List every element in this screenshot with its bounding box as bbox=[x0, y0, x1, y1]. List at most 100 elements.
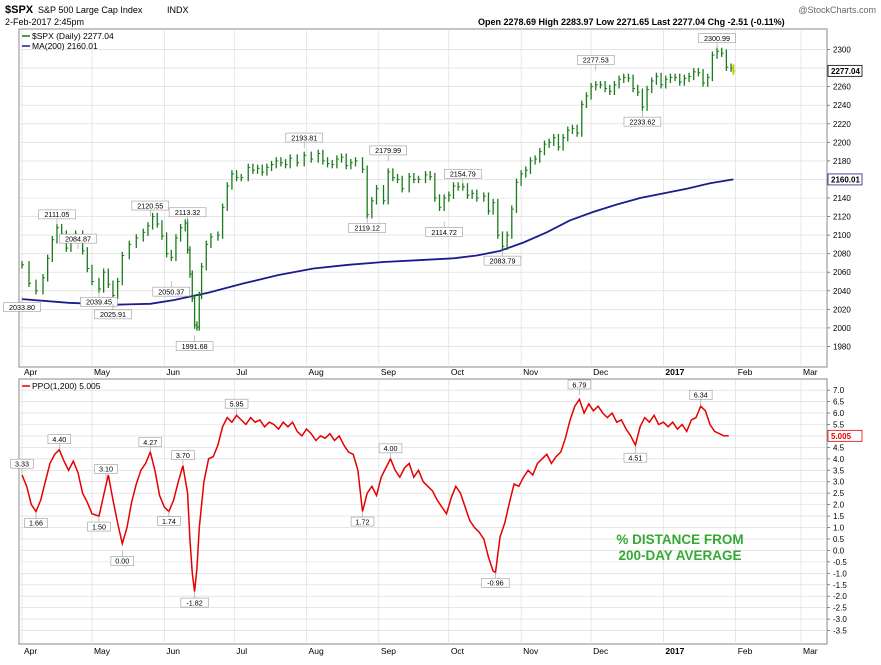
ppo-callout-label: 4.27 bbox=[143, 438, 157, 447]
ppo-y-tick-label: 2.5 bbox=[833, 489, 845, 498]
ppo-callout-box bbox=[94, 464, 118, 474]
ppo-grid bbox=[19, 379, 827, 644]
x-tick-label: Dec bbox=[593, 367, 609, 377]
x-tick-label: Jul bbox=[236, 367, 247, 377]
ppo-callout-label: 3.70 bbox=[176, 451, 190, 460]
price-y-tick-label: 2200 bbox=[833, 138, 851, 147]
ppo-callout-box bbox=[350, 516, 375, 527]
price-series bbox=[21, 47, 736, 331]
ppo-y-tick-label: 4.5 bbox=[833, 443, 845, 452]
ppo-callout-box bbox=[138, 437, 162, 447]
price-y-tick-label: 2180 bbox=[833, 157, 851, 166]
x-tick-label: Sep bbox=[381, 646, 396, 656]
price-annotations: 2033.80 2111.05 2084.87 2039.45 2025.91 2120.… bbox=[3, 33, 736, 351]
x-tick-label: 2017 bbox=[665, 646, 684, 656]
ma-line bbox=[21, 178, 734, 306]
ppo-callout-label: -1.82 bbox=[186, 598, 202, 607]
annotation-line1: % DISTANCE FROM bbox=[616, 532, 743, 547]
x-tick-label: Apr bbox=[24, 367, 37, 377]
ppo-y-tick-label: 1.0 bbox=[833, 524, 845, 533]
ppo-callout-box bbox=[47, 434, 72, 444]
ppo-y-tick-label: 3.5 bbox=[833, 466, 845, 475]
price-callout-label: 2111.05 bbox=[45, 210, 70, 219]
price-callout-label: 2277.53 bbox=[583, 56, 609, 65]
price-callout-label: 2039.45 bbox=[86, 298, 112, 307]
price-y-tick-label: 1980 bbox=[833, 342, 851, 351]
ppo-y-tick-label: 0.5 bbox=[833, 535, 845, 544]
ppo-callout-box bbox=[171, 450, 195, 461]
ppo-callout-box bbox=[689, 389, 713, 400]
ppo-y-tick-label: 0.0 bbox=[833, 546, 845, 555]
ppo-y-tick-label: 5.5 bbox=[833, 421, 845, 430]
price-grid bbox=[19, 29, 827, 367]
last-ppo-tag: 5.005 bbox=[831, 432, 852, 441]
last-price-tag-box bbox=[827, 64, 863, 77]
price-callout-box bbox=[285, 132, 323, 143]
price-callout-label: 2084.87 bbox=[65, 234, 91, 243]
ppo-callout-label: -0.96 bbox=[487, 579, 503, 588]
ma-value-tag: 2160.01 bbox=[831, 175, 860, 184]
ppo-callout-label: 6.79 bbox=[572, 380, 586, 389]
price-callout-box bbox=[577, 55, 615, 65]
ppo-panel-frame bbox=[18, 378, 828, 645]
price-callout-label: 2033.80 bbox=[9, 303, 35, 312]
ohlc-summary: Open 2278.69 High 2283.97 Low 2271.65 La… bbox=[478, 17, 785, 27]
price-callout-label: 2050.37 bbox=[158, 287, 184, 296]
price-y-tick-label: 2120 bbox=[833, 213, 851, 222]
ppo-y-tick-label: 4.0 bbox=[833, 455, 845, 464]
legend-ppo: PPO(1,200) 5.005 bbox=[32, 381, 101, 391]
ppo-callout-label: 0.00 bbox=[115, 557, 129, 566]
price-callout-box bbox=[425, 227, 463, 237]
ppo-callout-box bbox=[623, 452, 648, 463]
price-callout-label: 2114.72 bbox=[431, 228, 456, 237]
ppo-annotations: 3.33 1.66 4.40 1.50 3.10 0.00 4.27 1.74 3.70 -1.8… bbox=[10, 379, 713, 608]
price-callout-label: 2179.99 bbox=[375, 146, 401, 155]
x-tick-label: Feb bbox=[738, 367, 753, 377]
ppo-y-tick-label: -2.0 bbox=[833, 592, 847, 601]
price-y-tick-label: 2240 bbox=[833, 101, 851, 110]
price-callout-box bbox=[623, 116, 662, 127]
ppo-y-tick-label: -2.5 bbox=[833, 604, 847, 613]
ppo-callout-box bbox=[180, 597, 209, 608]
x-tick-label: Nov bbox=[523, 367, 539, 377]
date-axis-bottom: Apr May Jun Jul Aug Sep Oct Nov Dec 2017 Feb Mar bbox=[24, 646, 818, 656]
ppo-series bbox=[21, 397, 729, 592]
x-tick-label: Jul bbox=[236, 646, 247, 656]
ma-series bbox=[21, 178, 734, 306]
price-callout-box bbox=[152, 286, 191, 297]
x-tick-label: Sep bbox=[381, 367, 396, 377]
watermark: @StockCharts.com bbox=[798, 5, 876, 15]
ppo-callout-box bbox=[110, 556, 134, 566]
last-ppo-tag-box bbox=[827, 429, 863, 442]
ppo-callout-label: 3.33 bbox=[15, 459, 29, 468]
ppo-y-tick-label: -0.5 bbox=[833, 558, 847, 567]
ppo-y-tick-label: 3.0 bbox=[833, 478, 845, 487]
ppo-y-axis: -3.5 -3.0 -2.5 -2.0 -1.5 -1.0 -0.5 0.0 0.5 1.0 1.5… bbox=[827, 386, 863, 636]
x-tick-label: Nov bbox=[523, 646, 539, 656]
price-callout-label: 2120.55 bbox=[137, 201, 163, 210]
ppo-y-tick-label: 6.0 bbox=[833, 409, 845, 418]
price-callout-box bbox=[698, 33, 736, 43]
index-name: S&P 500 Large Cap Index bbox=[38, 5, 143, 15]
ppo-callout-label: 4.40 bbox=[52, 435, 66, 444]
price-callout-label: 2233.62 bbox=[629, 117, 655, 126]
x-tick-label: Jun bbox=[166, 367, 180, 377]
ppo-line bbox=[21, 397, 729, 592]
price-y-tick-label: 2100 bbox=[833, 231, 851, 240]
ppo-callout-box bbox=[87, 521, 111, 532]
ppo-callout-box bbox=[224, 398, 249, 409]
ppo-callout-box bbox=[24, 518, 48, 528]
price-y-tick-label: 2060 bbox=[833, 268, 851, 277]
ppo-callout-label: 3.10 bbox=[99, 465, 113, 474]
price-callout-box bbox=[38, 209, 76, 220]
price-callout-label: 2025.91 bbox=[100, 310, 126, 319]
price-panel: 1980 2000 2020 2040 2060 2080 2100 2120 2140 2160… bbox=[3, 28, 863, 368]
ppo-callout-label: 1.50 bbox=[92, 522, 106, 531]
price-callout-label: 2193.81 bbox=[291, 133, 317, 142]
x-tick-label: Aug bbox=[309, 646, 324, 656]
price-callout-box bbox=[3, 302, 41, 312]
price-callout-box bbox=[168, 207, 207, 218]
ppo-y-tick-label: 2.0 bbox=[833, 501, 845, 510]
price-callout-label: 1991.68 bbox=[182, 342, 208, 351]
price-callout-box bbox=[369, 145, 407, 156]
